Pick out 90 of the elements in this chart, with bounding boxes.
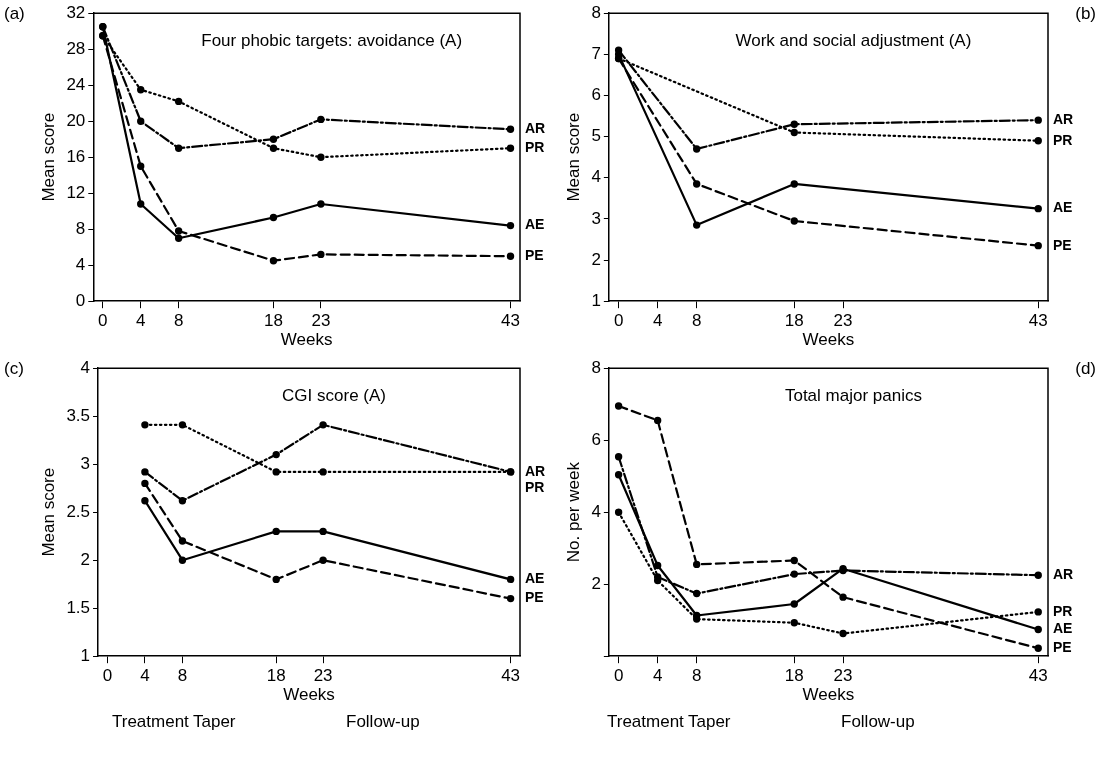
x-tick-label: 0 xyxy=(102,666,113,686)
text: (c) xyxy=(4,359,24,379)
x-tick-label: 4 xyxy=(652,666,663,686)
x-tick-label: 43 xyxy=(501,311,520,331)
x-axis-title: Weeks xyxy=(802,330,855,350)
series-label: AR xyxy=(1053,111,1074,128)
x-tick-label: 8 xyxy=(691,666,702,686)
text: (d) xyxy=(1075,359,1096,379)
y-tick-label: 2.5 xyxy=(66,501,91,521)
y-tick-label: 4 xyxy=(75,254,86,274)
series-label: PR xyxy=(525,478,545,495)
x-tick-label: 23 xyxy=(833,311,853,331)
y-tick-label: 2 xyxy=(80,549,91,569)
y-tick-label: 6 xyxy=(591,429,601,449)
y-tick-label: 7 xyxy=(591,44,601,64)
y-tick-label: 28 xyxy=(66,38,86,58)
series-label: AR xyxy=(1053,566,1074,583)
text: Follow-up xyxy=(346,712,420,732)
x-tick-label: 43 xyxy=(1028,666,1048,686)
y-tick-label: 8 xyxy=(75,218,86,238)
series-label: AR xyxy=(525,120,546,137)
x-axis-title: Weeks xyxy=(802,685,855,705)
y-tick-label: 4 xyxy=(80,357,91,377)
y-axis-title: Mean score xyxy=(38,112,58,202)
y-tick-label: 2 xyxy=(591,249,601,269)
y-tick-label: 24 xyxy=(66,74,86,94)
text: Work and social adjustment (A) xyxy=(735,31,972,51)
series-label: PR xyxy=(1053,131,1073,148)
y-tick-label: 5 xyxy=(591,126,601,146)
y-tick-label: 3 xyxy=(591,208,601,228)
series-label: PE xyxy=(1053,236,1072,253)
y-tick-label: 8 xyxy=(591,357,601,377)
x-axis-title: Weeks xyxy=(283,685,335,705)
y-axis-title: Mean score xyxy=(563,112,583,202)
x-tick-label: 23 xyxy=(833,666,853,686)
text: Total major panics xyxy=(784,386,922,406)
text: Treatment xyxy=(607,712,684,732)
x-tick-label: 18 xyxy=(266,666,286,686)
y-tick-label: 3 xyxy=(80,453,91,473)
text: (a) xyxy=(4,4,25,24)
series-label: AE xyxy=(525,216,545,233)
x-tick-label: 0 xyxy=(613,666,624,686)
y-tick-label: 4 xyxy=(591,501,601,521)
x-tick-label: 43 xyxy=(501,666,521,686)
x-tick-label: 8 xyxy=(691,311,702,331)
series-label: AE xyxy=(1053,620,1073,637)
x-axis-title: Weeks xyxy=(280,330,333,350)
y-axis-title: No. per week xyxy=(563,461,583,563)
y-tick-label: 32 xyxy=(66,2,86,22)
x-tick-label: 23 xyxy=(311,311,331,331)
series-label: AE xyxy=(525,570,545,587)
x-tick-label: 8 xyxy=(173,311,184,331)
x-tick-label: 4 xyxy=(652,311,663,331)
x-tick-label: 18 xyxy=(784,311,804,331)
text: Taper xyxy=(688,712,731,732)
text: Follow-up xyxy=(841,712,915,732)
x-tick-label: 0 xyxy=(98,311,108,331)
series-label: PE xyxy=(525,589,544,606)
x-tick-label: 43 xyxy=(1028,311,1048,331)
y-tick-label: 1 xyxy=(591,290,601,310)
y-tick-label: 1.5 xyxy=(66,597,91,617)
x-tick-label: 18 xyxy=(264,311,283,331)
text: (b) xyxy=(1075,4,1096,24)
y-tick-label: 8 xyxy=(591,2,601,22)
series-label: PE xyxy=(525,247,544,264)
series-label: AR xyxy=(525,462,546,479)
x-tick-label: 0 xyxy=(613,311,624,331)
y-tick-label: 4 xyxy=(591,167,601,187)
y-tick-label: 6 xyxy=(591,85,601,105)
text: CGI score (A) xyxy=(282,386,386,406)
series-label: PR xyxy=(525,139,545,156)
y-tick-label: 0 xyxy=(75,290,86,310)
series-label: PR xyxy=(1053,602,1073,619)
y-tick-label: 2 xyxy=(591,573,601,593)
y-tick-label: 3.5 xyxy=(66,405,91,425)
x-tick-label: 4 xyxy=(135,311,146,331)
text: Taper xyxy=(193,712,236,732)
series-label: PE xyxy=(1053,639,1072,656)
y-tick-label: 12 xyxy=(66,182,86,202)
text: Treatment xyxy=(112,712,189,732)
y-tick-label: 1 xyxy=(80,645,91,665)
series-label: AE xyxy=(1053,199,1073,216)
y-axis-title: Mean score xyxy=(38,467,58,557)
x-tick-label: 8 xyxy=(177,666,188,686)
y-tick-label: 16 xyxy=(66,146,86,166)
x-tick-label: 23 xyxy=(313,666,333,686)
x-tick-label: 18 xyxy=(784,666,804,686)
text: Four phobic targets: avoidance (A) xyxy=(201,31,463,51)
y-tick-label: 20 xyxy=(66,110,86,130)
x-tick-label: 4 xyxy=(140,666,150,686)
